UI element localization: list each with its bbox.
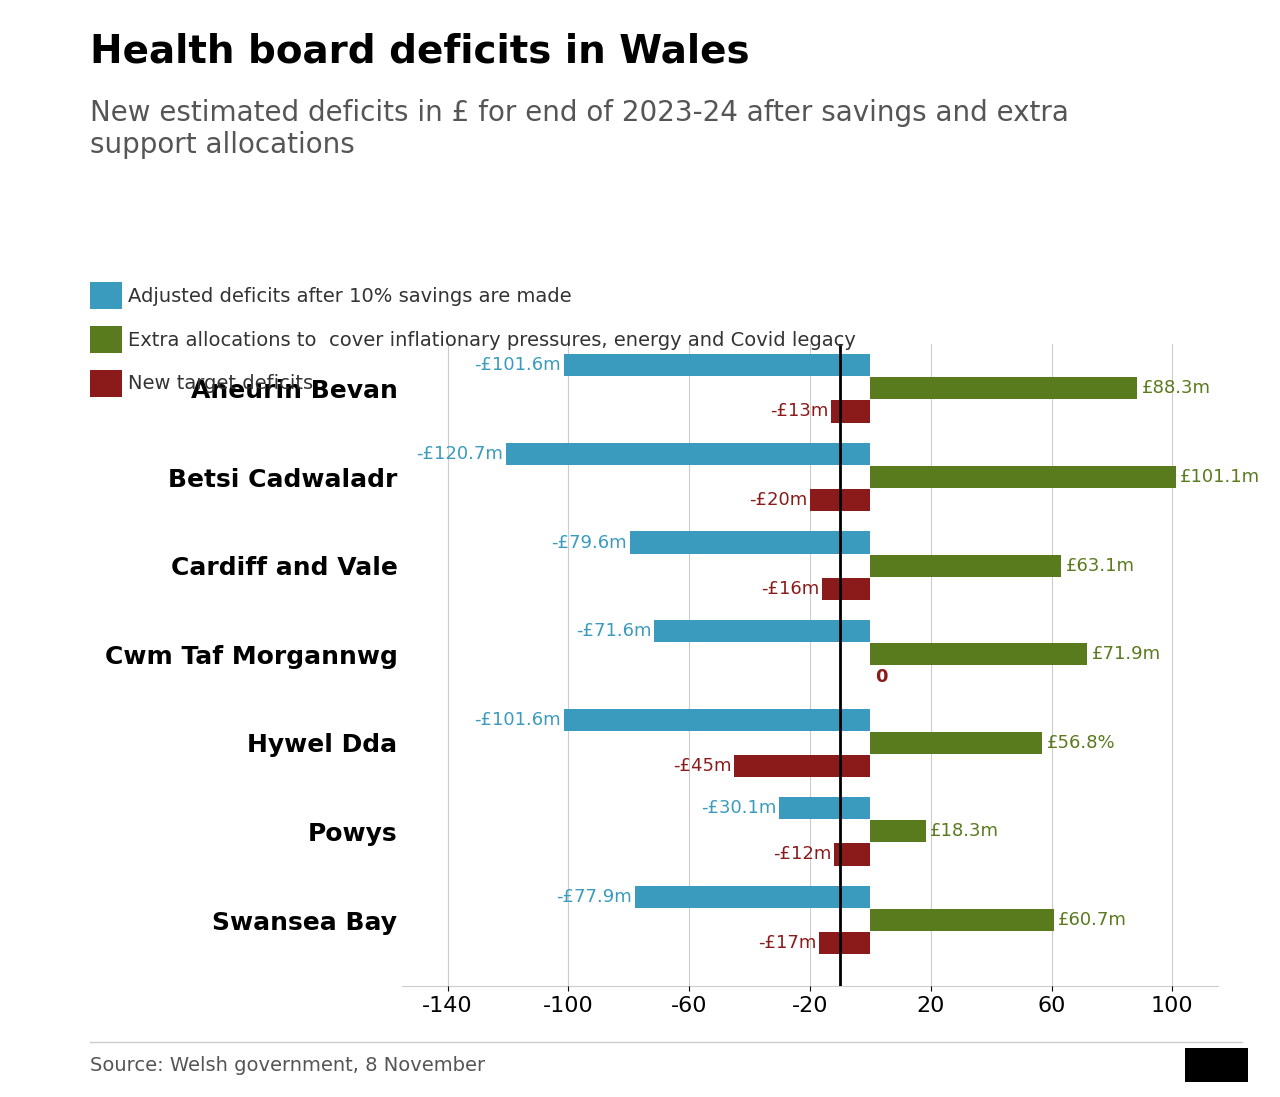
Bar [630, 531, 870, 554]
Text: BBC: BBC [1192, 1055, 1242, 1075]
Text: £63.1m: £63.1m [1065, 556, 1134, 575]
Text: New target deficits: New target deficits [128, 374, 314, 394]
Text: Adjusted deficits after 10% savings are made: Adjusted deficits after 10% savings are … [128, 286, 572, 306]
Bar [635, 886, 870, 908]
Bar [870, 732, 1042, 754]
Text: New estimated deficits in £ for end of 2023-24 after savings and extra
support a: New estimated deficits in £ for end of 2… [90, 99, 1069, 159]
Text: 0: 0 [876, 668, 887, 687]
Bar [563, 709, 870, 731]
Bar [654, 620, 870, 642]
Bar [831, 400, 870, 422]
Text: -£120.7m: -£120.7m [416, 445, 503, 463]
Text: -£101.6m: -£101.6m [474, 357, 561, 374]
Bar [563, 354, 870, 376]
Text: -£30.1m: -£30.1m [701, 800, 777, 817]
Bar [810, 489, 870, 511]
Bar [870, 909, 1053, 931]
Text: £56.8%: £56.8% [1047, 734, 1115, 751]
Text: Extra allocations to  cover inflationary pressures, energy and Covid legacy: Extra allocations to cover inflationary … [128, 330, 856, 350]
Bar [780, 798, 870, 819]
Text: -£101.6m: -£101.6m [474, 711, 561, 728]
Text: £60.7m: £60.7m [1059, 911, 1128, 929]
Bar [835, 844, 870, 866]
Text: -£13m: -£13m [769, 403, 828, 420]
Bar [870, 466, 1175, 488]
Text: -£79.6m: -£79.6m [552, 533, 627, 552]
Bar [822, 577, 870, 600]
Bar [870, 643, 1088, 665]
Text: -£71.6m: -£71.6m [576, 622, 652, 641]
Bar [819, 932, 870, 954]
Text: £88.3m: £88.3m [1142, 380, 1211, 397]
Text: £71.9m: £71.9m [1092, 645, 1161, 664]
Text: -£45m: -£45m [673, 757, 731, 774]
Text: £101.1m: £101.1m [1180, 468, 1261, 486]
Text: -£20m: -£20m [749, 491, 806, 509]
Bar [870, 377, 1137, 399]
Bar [870, 554, 1061, 577]
Bar [870, 821, 925, 842]
Text: £18.3m: £18.3m [931, 823, 1000, 840]
Text: -£16m: -£16m [760, 579, 819, 598]
Text: Source: Welsh government, 8 November: Source: Welsh government, 8 November [90, 1056, 485, 1075]
Text: -£17m: -£17m [758, 934, 817, 952]
Text: -£77.9m: -£77.9m [557, 887, 632, 906]
Text: -£12m: -£12m [773, 846, 831, 863]
Text: Health board deficits in Wales: Health board deficits in Wales [90, 33, 749, 71]
Bar [735, 755, 870, 777]
Bar [506, 443, 870, 465]
